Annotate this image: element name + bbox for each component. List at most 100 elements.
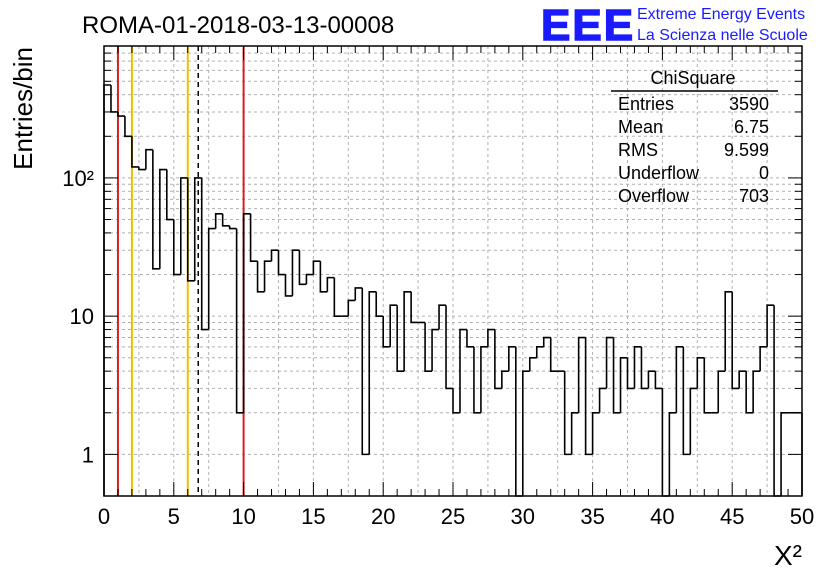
logo-line-2: La Scienza nelle Scuole bbox=[637, 27, 808, 44]
histogram-bin bbox=[619, 356, 628, 413]
y-tick-label: 10 bbox=[70, 304, 94, 329]
histogram-bin bbox=[110, 85, 118, 113]
histogram-bin bbox=[354, 287, 363, 301]
histogram-bin bbox=[249, 213, 258, 262]
histogram-bin bbox=[256, 261, 265, 293]
eee-logo: EEE Extreme Energy Events La Scienza nel… bbox=[540, 0, 808, 51]
histogram-bin bbox=[703, 357, 712, 414]
x-tick-label: 10 bbox=[231, 504, 255, 529]
histogram-bin bbox=[228, 225, 237, 230]
histogram-bin bbox=[668, 411, 677, 496]
histogram-bin bbox=[598, 387, 607, 413]
histogram-bin bbox=[717, 370, 726, 413]
histogram-bars bbox=[103, 84, 803, 497]
chart-title: ROMA-01-2018-03-13-00008 bbox=[82, 12, 394, 39]
stats-label-mean: Mean bbox=[618, 117, 663, 137]
histogram-bin bbox=[745, 371, 754, 414]
histogram-bin bbox=[640, 346, 649, 390]
histogram-bin bbox=[724, 291, 733, 372]
histogram-bin bbox=[193, 177, 202, 281]
histogram-bin bbox=[738, 370, 747, 389]
logo-mark: EEE bbox=[541, 1, 635, 50]
histogram-bin bbox=[542, 336, 551, 347]
x-tick-label: 15 bbox=[301, 504, 325, 529]
axis-ticks bbox=[103, 46, 803, 496]
histogram-bin bbox=[368, 291, 377, 455]
histogram-bin bbox=[577, 336, 586, 413]
histogram-bin bbox=[780, 411, 789, 496]
x-tick-label: 35 bbox=[580, 504, 604, 529]
x-tick-label: 50 bbox=[790, 504, 814, 529]
histogram-bin bbox=[145, 148, 153, 170]
histogram-bin bbox=[501, 370, 509, 389]
stats-value-overflow: 703 bbox=[739, 186, 769, 206]
histogram-bin bbox=[326, 276, 335, 292]
histogram-bin bbox=[214, 213, 223, 229]
histogram-bin bbox=[696, 356, 705, 389]
histogram-bin bbox=[403, 291, 412, 372]
histogram-bin bbox=[410, 291, 419, 324]
x-tick-label: 0 bbox=[98, 504, 110, 529]
histogram-bin bbox=[515, 346, 523, 497]
stats-value-entries: 3590 bbox=[729, 94, 769, 114]
histogram-bin bbox=[263, 260, 272, 292]
histogram-bin bbox=[284, 274, 293, 297]
histogram-bin bbox=[305, 273, 314, 285]
histogram-bin bbox=[186, 177, 195, 282]
histogram-bin bbox=[396, 305, 405, 372]
histogram-bin bbox=[242, 213, 251, 413]
stats-value-rms: 9.599 bbox=[724, 140, 769, 160]
y-tick-labels: 1 10 10² bbox=[62, 166, 94, 467]
logo-line-1: Extreme Energy Events bbox=[637, 6, 805, 23]
histogram-bin bbox=[200, 177, 209, 331]
x-tick-label: 20 bbox=[371, 504, 395, 529]
histogram-bin bbox=[752, 370, 761, 413]
histogram-bin bbox=[612, 337, 621, 414]
histogram-bin bbox=[166, 169, 174, 221]
histogram-bin bbox=[319, 261, 328, 293]
histogram-bin bbox=[570, 411, 579, 455]
y-tick-label: 10² bbox=[62, 166, 94, 191]
histogram-bin bbox=[452, 388, 460, 414]
histogram-bin bbox=[535, 346, 544, 358]
stats-label-overflow: Overflow bbox=[618, 186, 690, 206]
histogram-bin bbox=[522, 370, 530, 496]
histogram-bin bbox=[647, 370, 656, 389]
histogram-bin bbox=[759, 346, 768, 372]
histogram-bin bbox=[633, 346, 642, 389]
histogram-bin bbox=[480, 346, 488, 413]
y-axis-label: Entries/bin bbox=[8, 47, 38, 170]
histogram-bin bbox=[138, 166, 146, 171]
stats-title: ChiSquare bbox=[650, 68, 735, 88]
stats-label-underflow: Underflow bbox=[618, 163, 700, 183]
histogram-bin bbox=[494, 329, 502, 390]
histogram-bin bbox=[131, 136, 139, 168]
histogram-bin bbox=[347, 299, 356, 317]
histogram-bin bbox=[312, 260, 321, 275]
histogram-bin bbox=[508, 346, 516, 372]
histogram-bin bbox=[179, 177, 188, 275]
histogram-bin bbox=[124, 116, 132, 138]
stats-value-mean: 6.75 bbox=[734, 117, 769, 137]
histogram-bin bbox=[382, 316, 391, 348]
histogram-bin bbox=[661, 388, 670, 497]
histogram-bin bbox=[766, 304, 775, 347]
histogram-bin bbox=[298, 250, 307, 286]
histogram-bin bbox=[773, 305, 782, 497]
x-axis-label: X² bbox=[774, 540, 802, 571]
histogram-bin bbox=[654, 371, 663, 390]
histogram-bin bbox=[431, 328, 440, 372]
histogram-bin bbox=[221, 213, 230, 227]
stats-value-underflow: 0 bbox=[759, 163, 769, 183]
histogram-bin bbox=[626, 357, 635, 390]
x-tick-label: 40 bbox=[650, 504, 674, 529]
x-tick-label: 25 bbox=[441, 504, 465, 529]
histogram-bin bbox=[438, 304, 447, 330]
histogram-bin bbox=[591, 411, 600, 455]
x-tick-label: 5 bbox=[168, 504, 180, 529]
histogram-bin bbox=[473, 346, 481, 414]
histogram-bin bbox=[277, 250, 286, 276]
histogram-bin bbox=[333, 277, 342, 317]
histogram-bin bbox=[487, 328, 495, 347]
